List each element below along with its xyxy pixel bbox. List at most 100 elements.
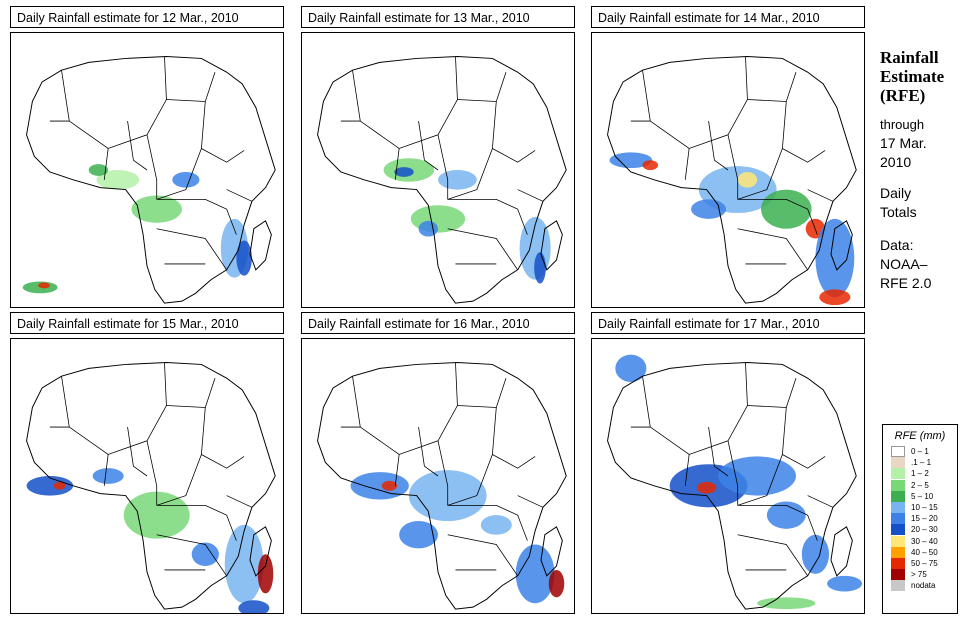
rainfall-area [88, 164, 109, 176]
data-source-line: NOAA– [880, 256, 928, 272]
rainfall-area [381, 480, 398, 491]
rainfall-map [591, 32, 865, 308]
rainfall-area [819, 289, 851, 306]
rainfall-area [236, 240, 252, 276]
country-border [737, 454, 783, 506]
country-border [103, 148, 109, 180]
legend-label: > 75 [911, 570, 927, 580]
rainfall-area [53, 481, 66, 490]
through-year-line: 2010 [880, 154, 912, 170]
panel-title: Daily Rainfall estimate for 15 Mar., 201… [10, 312, 284, 334]
country-border [642, 56, 748, 149]
country-border [418, 121, 439, 171]
legend-swatch [891, 546, 905, 558]
country-border [781, 407, 826, 469]
panel-title: Daily Rainfall estimate for 16 Mar., 201… [301, 312, 575, 334]
country-border [447, 534, 518, 577]
legend-item: 30 – 40 [883, 535, 957, 547]
country-border [708, 427, 729, 477]
country-border [517, 189, 544, 202]
rainfall-area [515, 544, 555, 604]
country-border [517, 495, 544, 508]
legend-item: 40 – 50 [883, 546, 957, 558]
through-date-line: 17 Mar. [880, 135, 927, 151]
data-source-line: Data: [880, 237, 914, 253]
country-border [352, 56, 458, 149]
rainfall-area [96, 170, 140, 190]
legend-label: 50 – 75 [911, 558, 938, 568]
rainfall-area [696, 481, 717, 494]
panel-title: Daily Rainfall estimate for 13 Mar., 201… [301, 6, 575, 28]
totals-line: Totals [880, 204, 917, 220]
country-border [684, 148, 690, 180]
legend-label: .1 – 1 [911, 458, 932, 468]
country-border [394, 454, 400, 486]
country-border [156, 454, 202, 506]
country-border [447, 454, 493, 506]
coastline [317, 55, 567, 304]
rainfall-area [191, 542, 219, 567]
rainfall-area [609, 152, 653, 169]
data-source-line: RFE 2.0 [880, 275, 932, 291]
rainfall-area [815, 218, 855, 298]
rainfall-area [548, 569, 565, 598]
legend-label: 10 – 15 [911, 502, 938, 512]
rainfall-map [301, 32, 575, 308]
map-panel-16-mar: Daily Rainfall estimate for 16 Mar., 201… [301, 312, 575, 614]
legend-item: > 75 [883, 569, 957, 581]
legend-swatch [891, 569, 905, 581]
rainfall-area [92, 468, 124, 484]
rainfall-area [394, 167, 414, 177]
legend-item: 0 – 1 [883, 446, 957, 457]
legend-swatch [891, 457, 905, 469]
panel-title: Daily Rainfall estimate for 17 Mar., 201… [591, 312, 865, 334]
country-border [156, 504, 237, 541]
panel-title: Daily Rainfall estimate for 12 Mar., 201… [10, 6, 284, 28]
country-border [437, 134, 449, 200]
rainfall-area [131, 195, 182, 223]
rfe-title-line: Estimate [880, 67, 945, 86]
rainfall-area [480, 515, 512, 535]
rainfall-area [172, 171, 200, 188]
rainfall-area [399, 521, 438, 549]
map-panel-12-mar: Daily Rainfall estimate for 12 Mar., 201… [10, 6, 284, 308]
rainfall-map [301, 338, 575, 614]
country-border [447, 504, 528, 541]
rfe-title-line: Rainfall [880, 48, 939, 67]
legend-label: 15 – 20 [911, 514, 938, 524]
country-border [491, 101, 536, 163]
country-border [737, 228, 808, 271]
country-border [447, 148, 493, 200]
legend-label: 5 – 10 [911, 491, 934, 501]
legend-label: 1 – 2 [911, 469, 929, 479]
rainfall-area [642, 160, 659, 170]
legend-item: 20 – 30 [883, 524, 957, 536]
map-panel-17-mar: Daily Rainfall estimate for 17 Mar., 201… [591, 312, 865, 614]
legend-label: nodata [911, 581, 936, 591]
country-border [642, 362, 748, 455]
country-border [781, 101, 826, 163]
rainfall-area [718, 456, 796, 496]
legend-item: 10 – 15 [883, 501, 957, 513]
country-border [708, 121, 729, 171]
country-border [807, 189, 834, 202]
rainfall-area [615, 354, 647, 383]
rainfall-area [418, 220, 438, 237]
country-border [200, 407, 245, 469]
rainfall-map [10, 32, 284, 308]
country-border [737, 504, 818, 541]
legend-label: 20 – 30 [911, 525, 938, 535]
legend-swatch [891, 524, 905, 536]
rainfall-area [827, 575, 863, 592]
legend-title: RFE (mm) [894, 430, 946, 442]
rfe-title-line: (RFE) [880, 86, 926, 105]
rainfall-area [438, 170, 477, 190]
country-border [418, 427, 439, 477]
country-border [127, 427, 148, 477]
country-border [447, 198, 528, 235]
country-border [226, 495, 253, 508]
country-border [226, 189, 253, 202]
totals-line: Daily [880, 185, 912, 201]
